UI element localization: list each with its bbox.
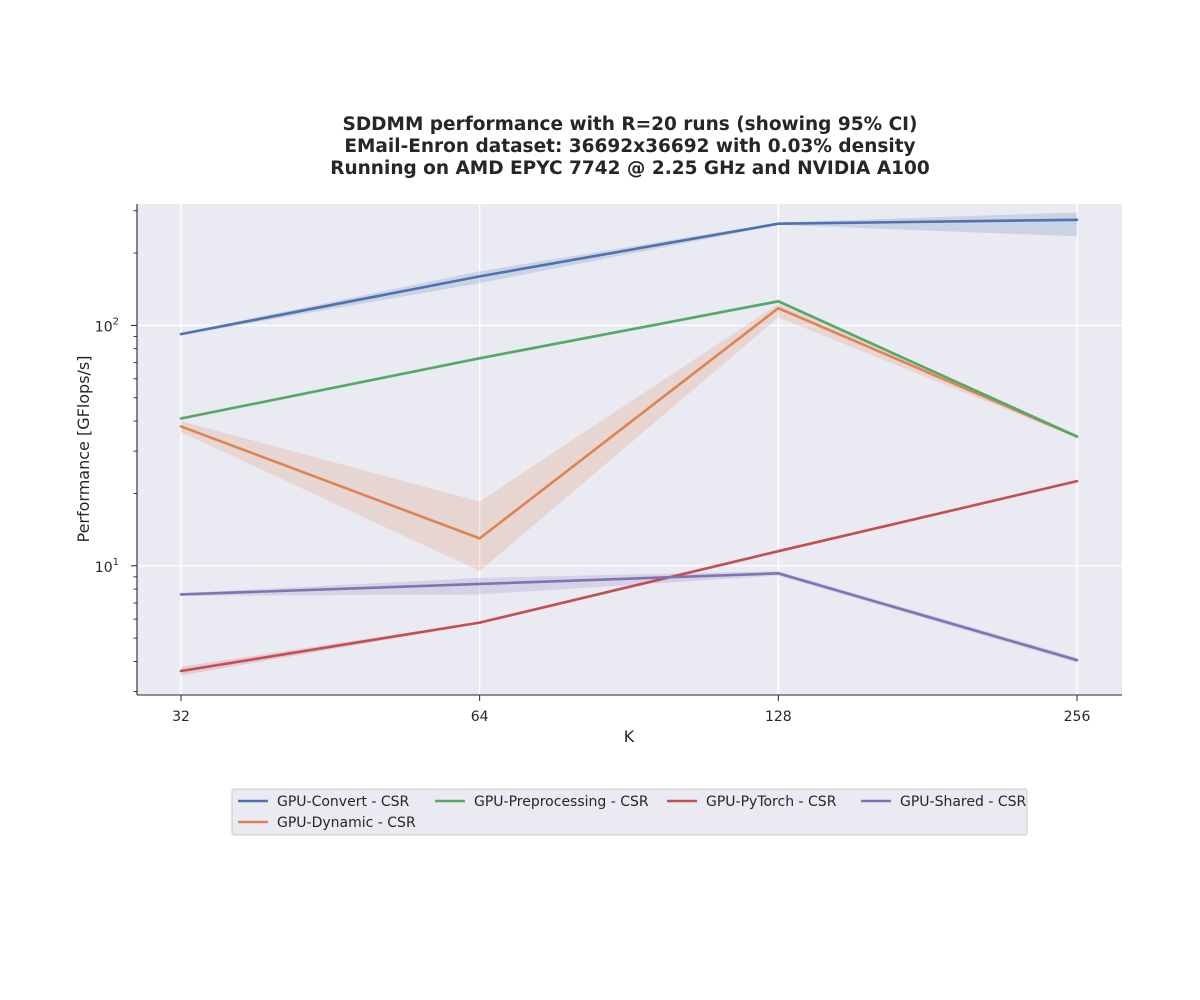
gpu-convert-csr-ci-band (181, 212, 1077, 336)
x-tick-label: 256 (1064, 709, 1091, 725)
gpu-dynamic-csr-ci-band (181, 303, 1077, 572)
gpu-pytorch-csr-legend-label: GPU-PyTorch - CSR (706, 794, 837, 810)
y-tick-label: 101 (95, 557, 119, 576)
legend: GPU-Convert - CSR GPU-Preprocessing - CSR… (231, 788, 1028, 836)
gpu-dynamic-csr-legend-label: GPU-Dynamic - CSR (277, 815, 416, 831)
gpu-pytorch-csr-line (179, 479, 1079, 673)
gpu-preprocessing-csr-legend-label: GPU-Preprocessing - CSR (474, 794, 649, 810)
x-tick-label: 32 (172, 709, 190, 725)
series-lines (179, 218, 1079, 673)
plot-area (137, 204, 1122, 695)
chart-title-line-2: EMail-Enron dataset: 36692x36692 with 0.… (344, 136, 915, 157)
chart-title: SDDMM performance with R=20 runs (showin… (330, 114, 930, 179)
x-tick-label: 128 (765, 709, 792, 725)
x-axis-label: K (624, 727, 635, 746)
legend-box (231, 788, 1028, 836)
x-tick-label: 64 (471, 709, 489, 725)
gpu-preprocessing-csr-line (179, 299, 1079, 438)
gpu-shared-csr-legend-label: GPU-Shared - CSR (900, 794, 1026, 810)
chart-title-line-1: SDDMM performance with R=20 runs (showin… (343, 114, 918, 135)
gpu-convert-csr-legend-label: GPU-Convert - CSR (277, 794, 410, 810)
y-axis-label: Performance [GFlops/s] (74, 355, 93, 542)
grid-lines (137, 204, 1122, 695)
gpu-shared-csr-line (179, 572, 1079, 662)
chart-title-line-3: Running on AMD EPYC 7742 @ 2.25 GHz and … (330, 158, 930, 179)
y-tick-label: 102 (95, 316, 119, 335)
gpu-dynamic-csr-line (179, 306, 1079, 540)
gpu-convert-csr-line (179, 218, 1079, 336)
